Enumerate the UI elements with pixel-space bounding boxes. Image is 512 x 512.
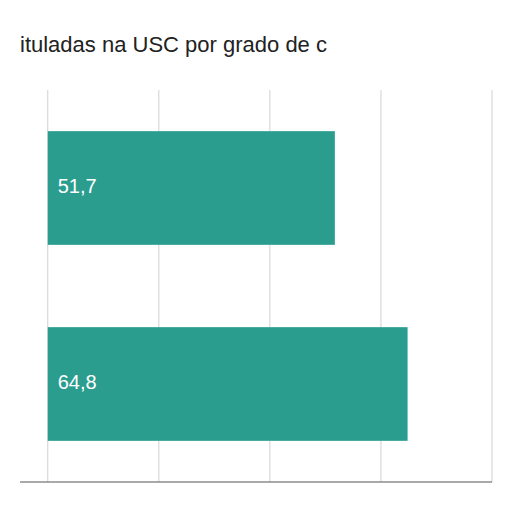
grid [48, 90, 492, 482]
chart-container: ituladas na USC por grado de c 64,8 51,7 [0, 0, 512, 512]
grid-line [492, 90, 493, 482]
bar [48, 327, 408, 441]
data-label: 64,8 [58, 371, 97, 393]
bars [48, 131, 408, 441]
x-axis-line [20, 482, 492, 483]
bar [48, 131, 335, 245]
chart-title: ituladas na USC por grado de c [20, 32, 327, 57]
data-label: 51,7 [58, 175, 97, 197]
chart-svg: ituladas na USC por grado de c 64,8 51,7 [0, 0, 512, 512]
